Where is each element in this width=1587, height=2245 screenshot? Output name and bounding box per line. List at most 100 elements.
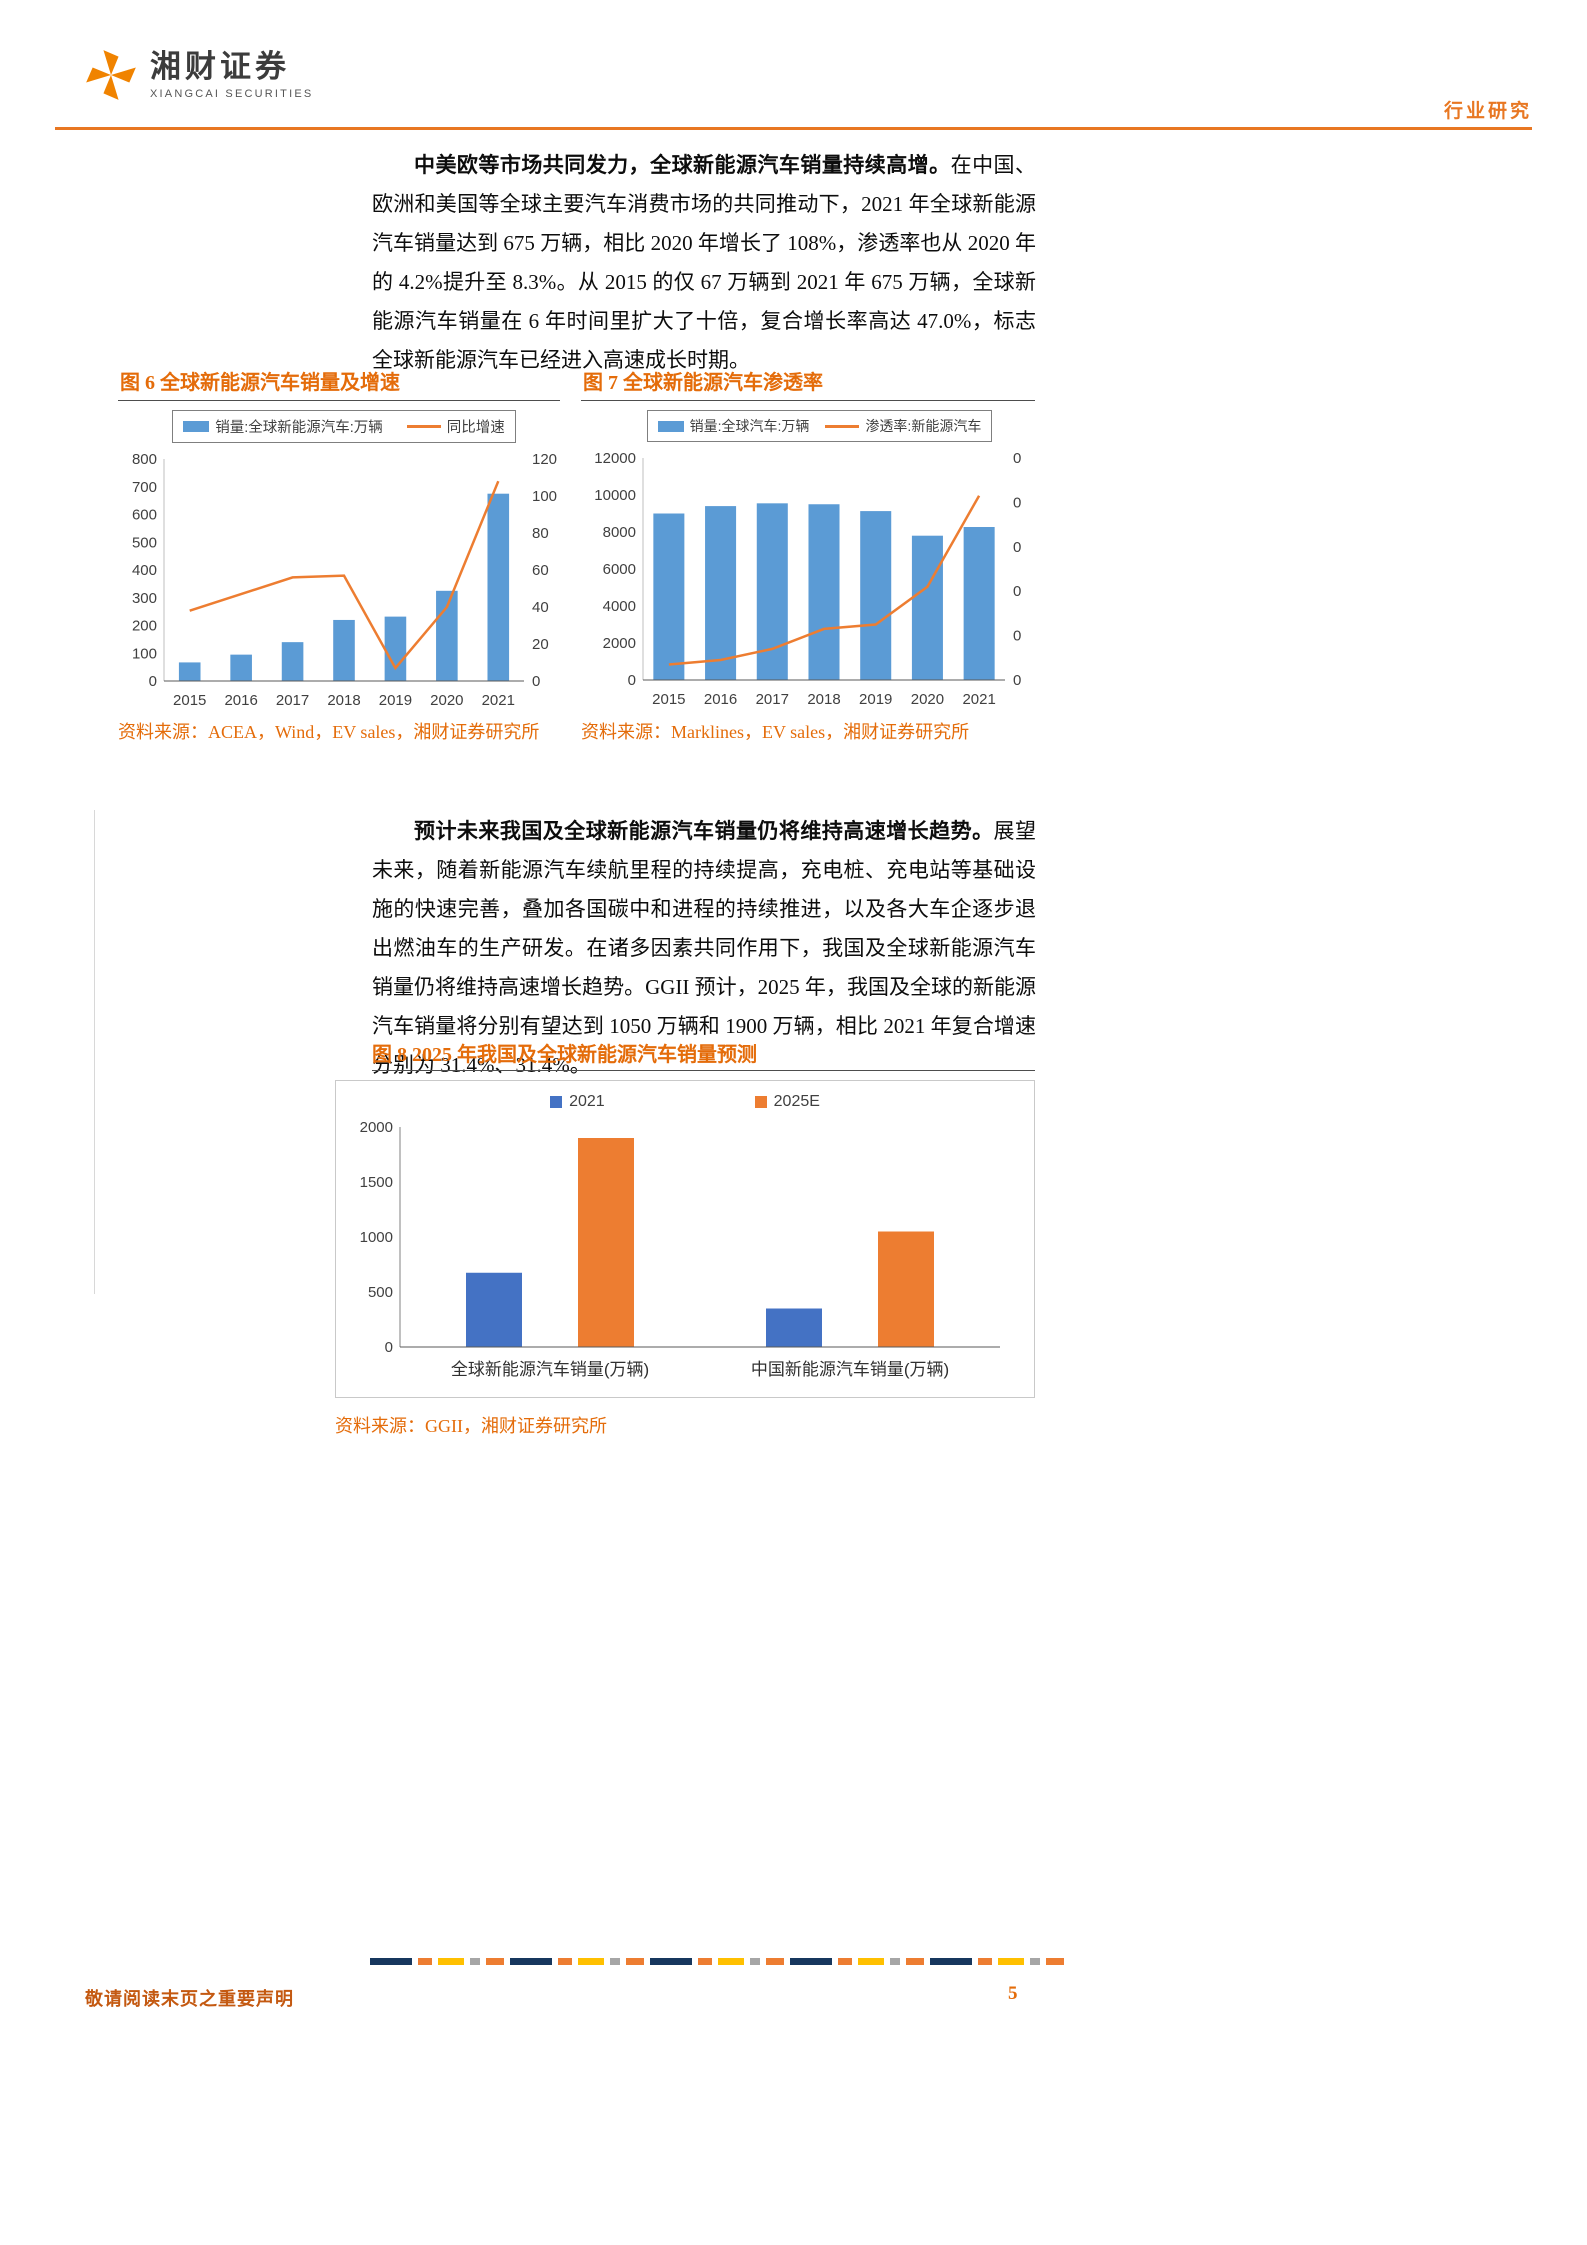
footer-strip-segment	[558, 1958, 572, 1965]
footer-strip-segment	[998, 1958, 1024, 1965]
figure8-source: 资料来源：GGII，湘财证券研究所	[335, 1416, 607, 1436]
footer-strip-segment	[1030, 1958, 1040, 1965]
company-logo: 湘财证券 XIANGCAI SECURITIES	[84, 48, 313, 102]
svg-text:0: 0	[1013, 672, 1021, 689]
footer-strip-segment	[610, 1958, 620, 1965]
svg-text:2018: 2018	[807, 691, 840, 708]
figure6-plot: 0 100 200 300 400 500 600 700 800 0 20 40 60 80 100 120…	[132, 451, 557, 709]
svg-text:2017: 2017	[276, 692, 309, 709]
svg-text:0: 0	[1013, 583, 1021, 600]
footer-strip-segment	[578, 1958, 604, 1965]
svg-text:40: 40	[532, 599, 549, 616]
paragraph-global-nev-growth: 中美欧等市场共同发力，全球新能源汽车销量持续高增。在中国、欧洲和美国等全球主要汽…	[372, 146, 1036, 380]
footer-strip-segment	[906, 1958, 924, 1965]
svg-text:0: 0	[628, 672, 636, 689]
footer-strip-segment	[650, 1958, 692, 1965]
svg-text:12000: 12000	[594, 450, 636, 467]
svg-text:100: 100	[532, 488, 557, 505]
figure7-legend: 销量:全球汽车:万辆 渗透率:新能源汽车	[646, 410, 993, 442]
svg-text:600: 600	[132, 507, 157, 524]
svg-text:2015: 2015	[652, 691, 685, 708]
footer-strip-segment	[698, 1958, 712, 1965]
figure7-legend-row: 销量:全球汽车:万辆 渗透率:新能源汽车	[633, 410, 1006, 442]
svg-text:2020: 2020	[911, 691, 944, 708]
svg-text:100: 100	[132, 645, 157, 662]
svg-text:60: 60	[532, 562, 549, 579]
svg-text:8000: 8000	[603, 524, 636, 541]
footer-strip-segment	[418, 1958, 432, 1965]
svg-text:2021: 2021	[482, 692, 515, 709]
svg-text:全球新能源汽车销量(万辆): 全球新能源汽车销量(万辆)	[451, 1360, 649, 1379]
logo-text-block: 湘财证券 XIANGCAI SECURITIES	[150, 50, 314, 100]
figure8-legend-2025e-item: 2025E	[754, 1093, 820, 1111]
figure6-title: 图 6 全球新能源汽车销量及增速	[120, 372, 400, 394]
svg-text:2018: 2018	[327, 692, 360, 709]
footer-strip	[370, 1958, 1070, 1966]
svg-text:2021: 2021	[962, 691, 995, 708]
svg-text:20: 20	[532, 636, 549, 653]
page-number: 5	[1008, 1983, 1018, 2004]
svg-text:80: 80	[532, 525, 549, 542]
svg-text:700: 700	[132, 479, 157, 496]
figure6-bar-legend-label: 销量:全球新能源汽车:万辆	[215, 420, 383, 436]
figure7-source: 资料来源：Marklines，EV sales，湘财证券研究所	[581, 722, 970, 742]
svg-text:0: 0	[1013, 539, 1021, 556]
paragraph2-body: 展望未来，随着新能源汽车续航里程的持续提高，充电桩、充电站等基础设施的快速完善，…	[372, 819, 1037, 1077]
footer-strip-segment	[626, 1958, 644, 1965]
svg-text:2000: 2000	[603, 635, 636, 652]
figure7-title-rule	[581, 400, 1035, 401]
paragraph-nev-forecast: 预计未来我国及全球新能源汽车销量仍将维持高速增长趋势。展望未来，随着新能源汽车续…	[372, 812, 1036, 1085]
figure7-title: 图 7 全球新能源汽车渗透率	[583, 372, 823, 394]
figure6-legend-row: 销量:全球新能源汽车:万辆 同比增速	[164, 410, 524, 443]
footer-strip-segment	[750, 1958, 760, 1965]
svg-text:0: 0	[532, 673, 540, 690]
line-swatch-icon	[406, 425, 441, 428]
figure6-legend: 销量:全球新能源汽车:万辆 同比增速	[172, 410, 516, 443]
figure8-legend-2025e-label: 2025E	[773, 1093, 820, 1110]
svg-text:0: 0	[149, 673, 157, 690]
footer-strip-segment	[890, 1958, 900, 1965]
footer-strip-segment	[486, 1958, 504, 1965]
bar-swatch-icon	[183, 421, 210, 432]
paragraph1-body: 在中国、欧洲和美国等全球主要汽车消费市场的共同推动下，2021 年全球新能源汽车…	[372, 153, 1037, 372]
figure7-line-legend-label: 渗透率:新能源汽车	[865, 418, 982, 434]
svg-text:800: 800	[132, 451, 157, 468]
figure6-line-legend-label: 同比增速	[446, 420, 505, 436]
svg-text:0: 0	[1013, 494, 1021, 511]
svg-text:2000: 2000	[360, 1119, 393, 1136]
svg-text:2019: 2019	[859, 691, 892, 708]
figure6-source: 资料来源：ACEA，Wind，EV sales，湘财证券研究所	[118, 722, 540, 742]
svg-text:中国新能源汽车销量(万辆): 中国新能源汽车销量(万辆)	[751, 1360, 949, 1379]
figure6-title-rule	[118, 400, 560, 401]
figure6-legend-bar-item: 销量:全球新能源汽车:万辆	[183, 416, 383, 437]
svg-text:120: 120	[532, 451, 557, 468]
figure8-legend: 2021 2025E	[336, 1093, 1034, 1111]
footer-strip-segment	[470, 1958, 480, 1965]
svg-text:10000: 10000	[594, 487, 636, 504]
svg-text:500: 500	[132, 534, 157, 551]
square-swatch-icon	[550, 1096, 563, 1108]
footer-strip-segment	[1046, 1958, 1064, 1965]
svg-text:6000: 6000	[603, 561, 636, 578]
logo-en-text: XIANGCAI SECURITIES	[150, 87, 314, 100]
svg-text:1000: 1000	[360, 1229, 393, 1246]
footer-strip-segment	[370, 1958, 412, 1965]
left-margin-rule	[94, 810, 95, 1294]
svg-text:500: 500	[368, 1284, 393, 1301]
figure8-chart: 2021 2025E 0 500 1000 1500 2000 全球新能源汽车销量(万辆)…	[335, 1080, 1035, 1398]
figure7-legend-bar-item: 销量:全球汽车:万辆	[657, 416, 809, 436]
footer-strip-segment	[838, 1958, 852, 1965]
footer-strip-segment	[438, 1958, 464, 1965]
figure8-title: 图 8 2025 年我国及全球新能源汽车销量预测	[372, 1044, 757, 1066]
footer-strip-segment	[510, 1958, 552, 1965]
line-swatch-icon	[825, 424, 860, 428]
paragraph2-lead: 预计未来我国及全球新能源汽车销量仍将维持高速增长趋势。	[414, 819, 994, 843]
figure7-chart: 销量:全球汽车:万辆 渗透率:新能源汽车 0 2000 4000 6000 8000 10…	[581, 410, 1035, 723]
figure6-chart: 销量:全球新能源汽车:万辆 同比增速 0 100 200 300 400 500 600 70…	[118, 410, 560, 724]
footer-strip-segment	[718, 1958, 744, 1965]
report-category-label: 行业研究	[1443, 101, 1532, 122]
svg-text:2020: 2020	[430, 692, 463, 709]
footer-strip-segment	[978, 1958, 992, 1965]
footer-strip-segment	[790, 1958, 832, 1965]
figure8-legend-2021-label: 2021	[569, 1093, 605, 1110]
